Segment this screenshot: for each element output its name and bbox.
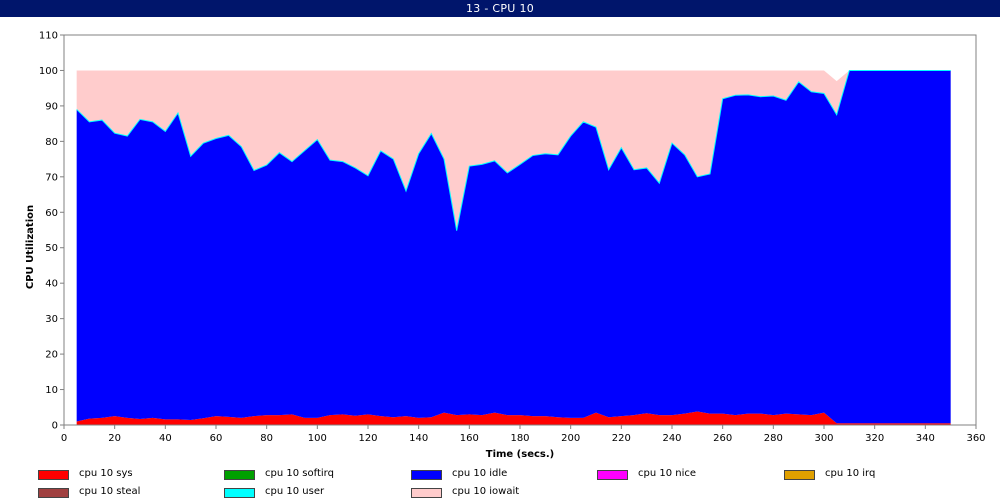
area-cpu-10-idle [76, 70, 951, 424]
y-tick-label: 70 [45, 172, 58, 183]
x-tick-label: 300 [814, 433, 833, 444]
x-tick-label: 80 [260, 433, 273, 444]
areas-layer [76, 69, 951, 425]
x-tick-label: 320 [865, 433, 884, 444]
legend-swatch [224, 488, 255, 498]
cpu-utilization-chart: 0 10 20 30 40 50 60 70 80 90 100 110 0 20 40 60 80 100 120… [25, 31, 986, 461]
x-tick-label: 240 [662, 433, 681, 444]
legend-swatch [224, 470, 255, 480]
legend-label: cpu 10 iowait [452, 486, 520, 497]
y-tick-label: 30 [45, 314, 58, 325]
idle-boundary-line [76, 69, 951, 231]
x-tick-label: 180 [510, 433, 529, 444]
x-tick-label: 340 [916, 433, 935, 444]
legend-label: cpu 10 steal [79, 486, 141, 497]
legend-label: cpu 10 idle [452, 468, 508, 479]
legend-swatch [597, 470, 628, 480]
x-tick-label: 280 [764, 433, 783, 444]
x-tick-label: 0 [61, 433, 67, 444]
y-tick-label: 100 [39, 66, 58, 77]
y-tick-label: 10 [45, 385, 58, 396]
legend-swatch [784, 470, 815, 480]
ticks-layer: 0 10 20 30 40 50 60 70 80 90 100 110 0 20 40 60 80 100 120… [39, 31, 986, 445]
y-tick-label: 50 [45, 243, 58, 254]
y-tick-label: 110 [39, 31, 58, 42]
y-tick-label: 40 [45, 279, 58, 290]
x-tick-label: 120 [358, 433, 377, 444]
legend-swatch [411, 488, 442, 498]
legend-label: cpu 10 sys [79, 468, 133, 479]
x-tick-label: 160 [460, 433, 479, 444]
x-tick-label: 260 [713, 433, 732, 444]
y-tick-label: 80 [45, 137, 58, 148]
x-tick-label: 200 [561, 433, 580, 444]
y-tick-label: 60 [45, 208, 58, 219]
y-tick-label: 90 [45, 101, 58, 112]
x-tick-label: 140 [409, 433, 428, 444]
x-axis-title: Time (secs.) [486, 449, 555, 460]
x-tick-label: 20 [108, 433, 121, 444]
y-tick-label: 20 [45, 350, 58, 361]
legend-label: cpu 10 softirq [265, 468, 334, 479]
area-cpu-10-sys [76, 411, 951, 425]
x-tick-label: 220 [612, 433, 631, 444]
window-title: 13 - CPU 10 [0, 0, 1000, 17]
y-tick-label: 0 [52, 421, 58, 432]
legend-label: cpu 10 nice [638, 468, 697, 479]
legend-label: cpu 10 user [265, 486, 325, 497]
legend: cpu 10 sys cpu 10 softirq cpu 10 idle cpu 1… [0, 462, 1000, 504]
legend-swatch [411, 470, 442, 480]
x-tick-label: 60 [210, 433, 223, 444]
x-tick-label: 360 [966, 433, 985, 444]
legend-swatch [38, 488, 69, 498]
area-cpu-10-iowait [76, 70, 951, 231]
legend-label: cpu 10 irq [825, 468, 876, 479]
x-tick-label: 100 [308, 433, 327, 444]
legend-swatch [38, 470, 69, 480]
y-axis-title: CPU Utilization [25, 205, 36, 289]
x-tick-label: 40 [159, 433, 172, 444]
